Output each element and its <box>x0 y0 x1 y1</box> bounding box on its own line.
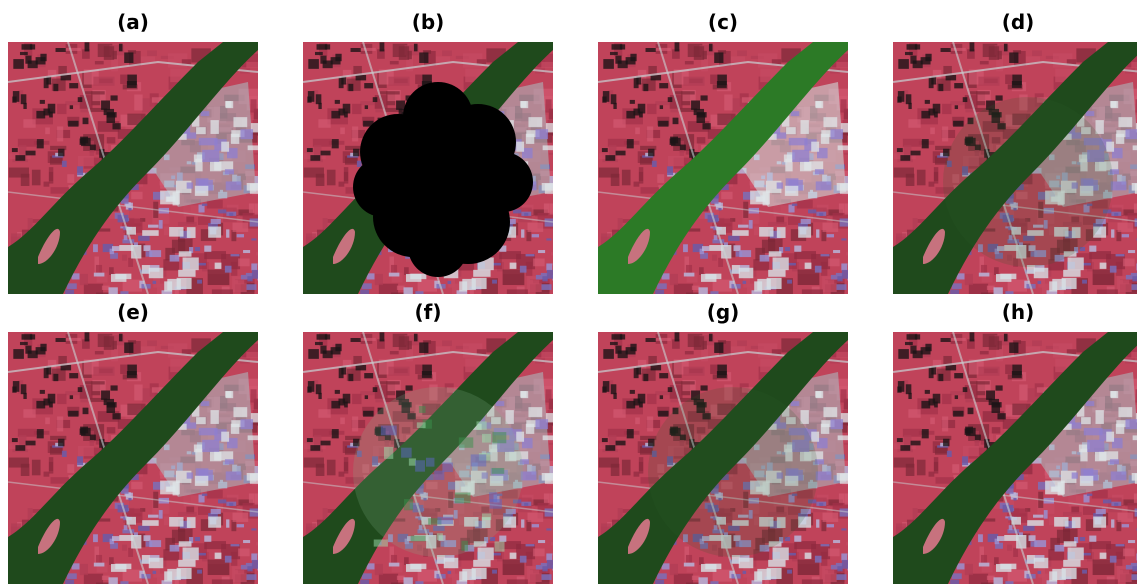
satellite-image <box>8 332 258 584</box>
panel-label: (a) <box>8 6 258 38</box>
satellite-image-render <box>303 42 553 294</box>
satellite-image <box>893 332 1137 584</box>
satellite-image <box>8 42 258 294</box>
satellite-image <box>598 42 848 294</box>
panel-label: (g) <box>598 296 848 328</box>
panel-label: (h) <box>893 296 1137 328</box>
satellite-image-render <box>893 42 1137 294</box>
satellite-image-render <box>8 42 258 294</box>
panel-label: (c) <box>598 6 848 38</box>
satellite-image-render <box>598 42 848 294</box>
panel-label: (b) <box>303 6 553 38</box>
satellite-image-render <box>598 332 848 584</box>
satellite-image <box>598 332 848 584</box>
panel-label: (d) <box>893 6 1137 38</box>
satellite-image-render <box>8 332 258 584</box>
satellite-image-render <box>303 332 553 584</box>
panel-label: (f) <box>303 296 553 328</box>
satellite-image <box>303 332 553 584</box>
satellite-image <box>893 42 1137 294</box>
satellite-image-render <box>893 332 1137 584</box>
satellite-image <box>303 42 553 294</box>
panel-label: (e) <box>8 296 258 328</box>
